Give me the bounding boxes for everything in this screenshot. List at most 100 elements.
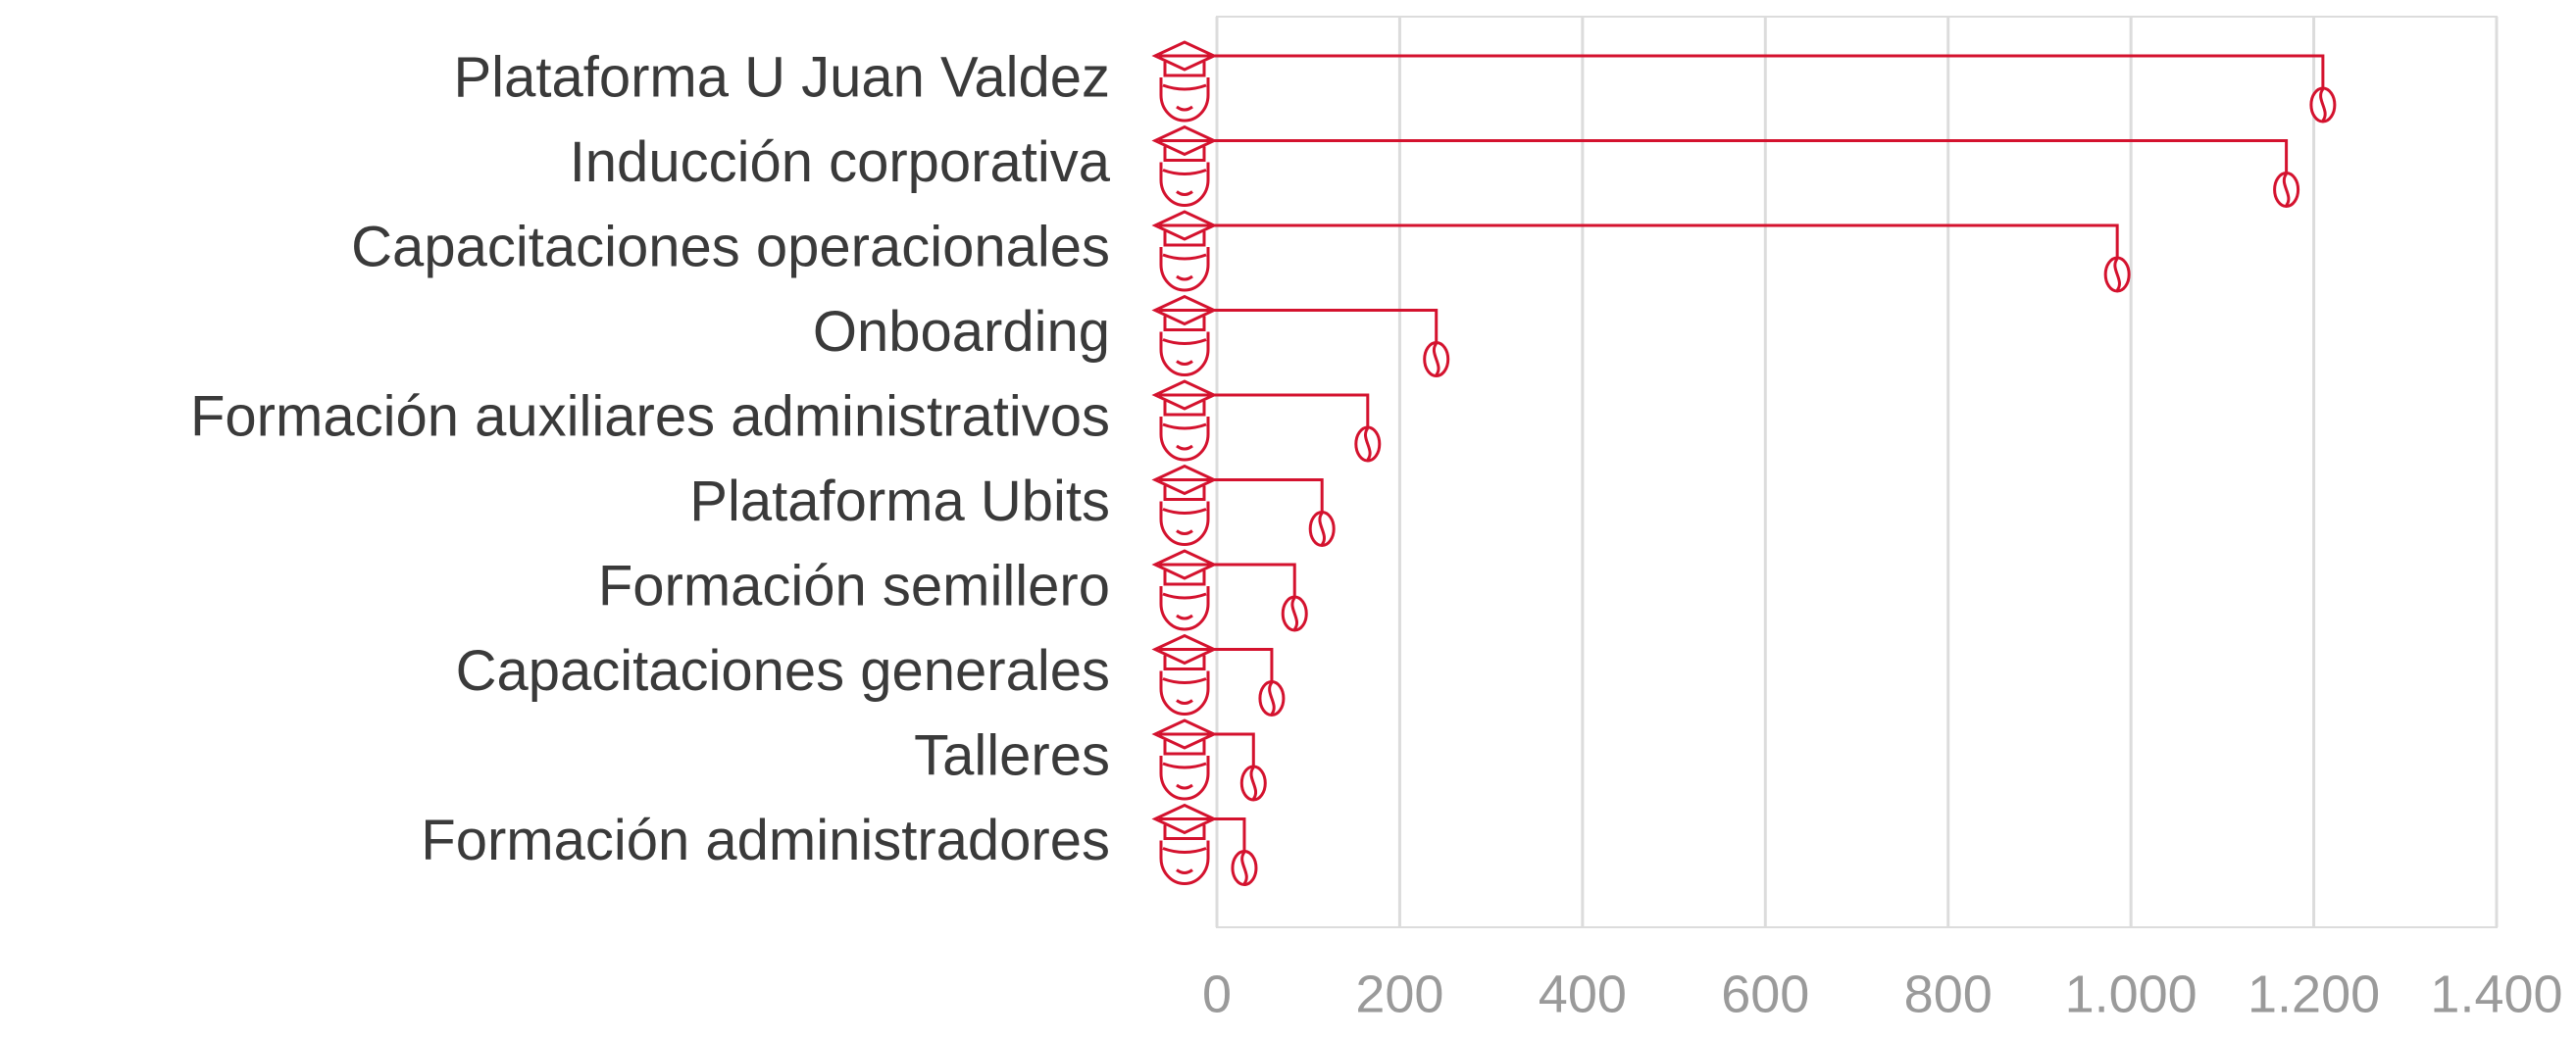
bean-crease <box>2113 258 2121 291</box>
graduate-icon <box>1151 40 1218 123</box>
cap-base <box>1163 740 1206 756</box>
bean-icon <box>1239 765 1267 802</box>
category-label: Formación auxiliares administrativos <box>190 384 1110 448</box>
bar-line <box>1159 563 1296 598</box>
graduate-icon <box>1151 803 1218 885</box>
bean-icon <box>1308 511 1336 547</box>
mouth <box>1176 190 1193 196</box>
cap-base <box>1163 231 1206 247</box>
mouth <box>1176 529 1193 535</box>
category-label: Inducción corporativa <box>570 130 1111 194</box>
cap-base <box>1163 62 1206 77</box>
cap-base <box>1163 824 1206 840</box>
bar-line <box>1159 393 1370 428</box>
bean-crease <box>1290 597 1298 630</box>
face <box>1159 331 1210 376</box>
cap-base <box>1163 655 1206 670</box>
face <box>1159 162 1210 207</box>
bar-line <box>1159 732 1255 767</box>
bean-icon <box>1281 595 1308 632</box>
bean-icon <box>2103 256 2131 293</box>
face <box>1159 77 1210 123</box>
bean-crease <box>2319 88 2327 122</box>
face <box>1159 840 1210 885</box>
bean-icon <box>2273 172 2300 208</box>
category-label: Capacitaciones operacionales <box>351 215 1110 278</box>
hair <box>1162 253 1207 261</box>
x-tick-label: 200 <box>1355 965 1443 1023</box>
graduate-icon <box>1151 633 1218 716</box>
hair <box>1162 677 1207 684</box>
category-label: Talleres <box>914 723 1110 787</box>
mouth <box>1176 783 1193 790</box>
bean-crease <box>1432 342 1440 376</box>
face <box>1159 586 1210 631</box>
cap-base <box>1163 401 1206 417</box>
graduate-icon <box>1151 210 1218 292</box>
graduate-icon <box>1151 379 1218 462</box>
bean-crease <box>1318 512 1326 546</box>
face <box>1159 756 1210 801</box>
hair <box>1162 847 1207 854</box>
cap-base <box>1163 485 1206 501</box>
hair <box>1162 592 1207 600</box>
hair <box>1162 508 1207 515</box>
mouth <box>1176 868 1193 874</box>
bar-line <box>1159 817 1246 853</box>
plot-frame <box>1216 16 2498 928</box>
bar-line <box>1159 309 1439 344</box>
category-label: Capacitaciones generales <box>456 639 1110 703</box>
hair <box>1162 169 1207 175</box>
x-tick-label: 1.000 <box>2065 965 2197 1023</box>
mouth <box>1176 614 1193 620</box>
bean-crease <box>1364 427 1372 461</box>
bean-crease <box>1249 767 1258 800</box>
bean-icon <box>1231 850 1258 886</box>
mouth <box>1176 274 1193 281</box>
hair <box>1162 762 1207 769</box>
cap-base <box>1163 316 1206 331</box>
bar-line <box>1159 478 1324 514</box>
face <box>1159 247 1210 292</box>
bean-icon <box>1423 341 1450 377</box>
bar-line <box>1159 223 2119 259</box>
category-label: Plataforma U Juan Valdez <box>454 45 1111 109</box>
hair <box>1162 422 1207 430</box>
x-tick-label: 0 <box>1202 965 1232 1023</box>
graduate-icon <box>1151 464 1218 546</box>
face <box>1159 417 1210 462</box>
mouth <box>1176 105 1193 112</box>
graduate-icon <box>1151 549 1218 631</box>
category-label: Formación administradores <box>421 809 1110 872</box>
cap-base <box>1163 146 1206 162</box>
face <box>1159 501 1210 546</box>
hair <box>1162 338 1207 345</box>
bar-line <box>1159 648 1274 683</box>
bean-crease <box>1240 851 1248 885</box>
cap-base <box>1163 570 1206 586</box>
bar-line <box>1159 54 2325 89</box>
bean-icon <box>2309 86 2337 124</box>
mouth <box>1176 360 1193 366</box>
bean-icon <box>1354 425 1382 463</box>
mouth <box>1176 444 1193 451</box>
graduate-icon <box>1151 124 1218 207</box>
hair <box>1162 83 1207 91</box>
x-tick-label: 800 <box>1904 965 1993 1023</box>
bean-crease <box>2282 173 2291 207</box>
x-tick-label: 1.400 <box>2430 965 2562 1023</box>
bean-crease <box>1268 681 1276 716</box>
graduate-icon <box>1151 718 1218 801</box>
bean-icon <box>1258 680 1286 717</box>
bar-line <box>1159 139 2289 174</box>
x-tick-label: 400 <box>1539 965 1627 1023</box>
graduate-icon <box>1151 294 1218 376</box>
face <box>1159 670 1210 716</box>
x-tick-label: 600 <box>1721 965 1809 1023</box>
mouth <box>1176 699 1193 705</box>
category-label: Formación semillero <box>598 554 1110 618</box>
x-tick-label: 1.200 <box>2248 965 2380 1023</box>
category-label: Onboarding <box>813 300 1110 364</box>
category-label: Plataforma Ubits <box>689 470 1110 533</box>
